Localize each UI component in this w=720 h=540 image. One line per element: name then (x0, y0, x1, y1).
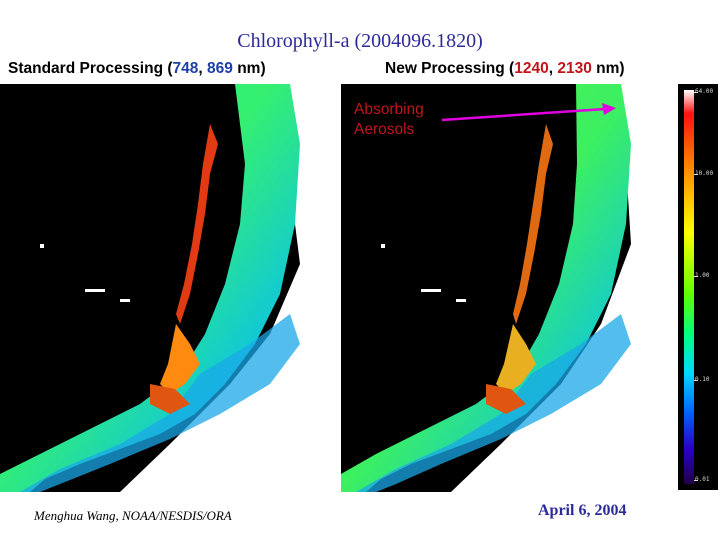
new-sep: , (548, 60, 558, 77)
standard-processing-label: Standard Processing (748, 869 nm) (8, 60, 266, 78)
new-band-1: 1240 (514, 60, 549, 77)
colorbar-tick-label: 1.00 (695, 272, 710, 279)
annotation-line-2: Aerosols (354, 121, 415, 138)
new-suffix: nm) (591, 60, 625, 77)
colorbar-tick-label: 0.10 (695, 376, 710, 383)
standard-suffix: nm) (232, 60, 266, 77)
figure-title: Chlorophyll-a (2004096.1820) (237, 30, 483, 52)
standard-band-1: 748 (172, 60, 199, 77)
annotation-line-1: Absorbing (354, 101, 424, 118)
standard-chlorophyll-map (0, 84, 340, 492)
standard-sep: , (198, 60, 208, 77)
colorbar-tick-mark (694, 174, 698, 175)
new-prefix: New Processing ( (385, 60, 515, 77)
colorbar-tick-label: 10.00 (695, 170, 714, 177)
colorbar-tick-label: 64.00 (695, 88, 714, 95)
standard-chlorophyll-image (0, 84, 340, 492)
image-date: April 6, 2004 (538, 502, 627, 519)
standard-prefix: Standard Processing ( (8, 60, 173, 77)
colorbar-gradient (684, 90, 694, 484)
author-credit: Menghua Wang, NOAA/NESDIS/ORA (34, 508, 232, 523)
annotation-arrow-icon (441, 103, 616, 122)
chlorophyll-colorbar: 64.00 10.00 1.00 0.10 0.01 (678, 84, 718, 490)
new-band-2: 2130 (557, 60, 592, 77)
new-chlorophyll-map (341, 84, 671, 492)
colorbar-tick-label: 0.01 (695, 476, 710, 483)
new-chlorophyll-image (341, 84, 671, 492)
colorbar-tick-mark (694, 480, 698, 481)
absorbing-aerosols-annotation: Absorbing Aerosols (354, 100, 424, 140)
colorbar-tick-mark (694, 276, 698, 277)
colorbar-tick-mark (694, 380, 698, 381)
new-processing-label: New Processing (1240, 2130 nm) (385, 60, 625, 78)
colorbar-tick-mark (694, 92, 698, 93)
standard-band-2: 869 (207, 60, 233, 77)
